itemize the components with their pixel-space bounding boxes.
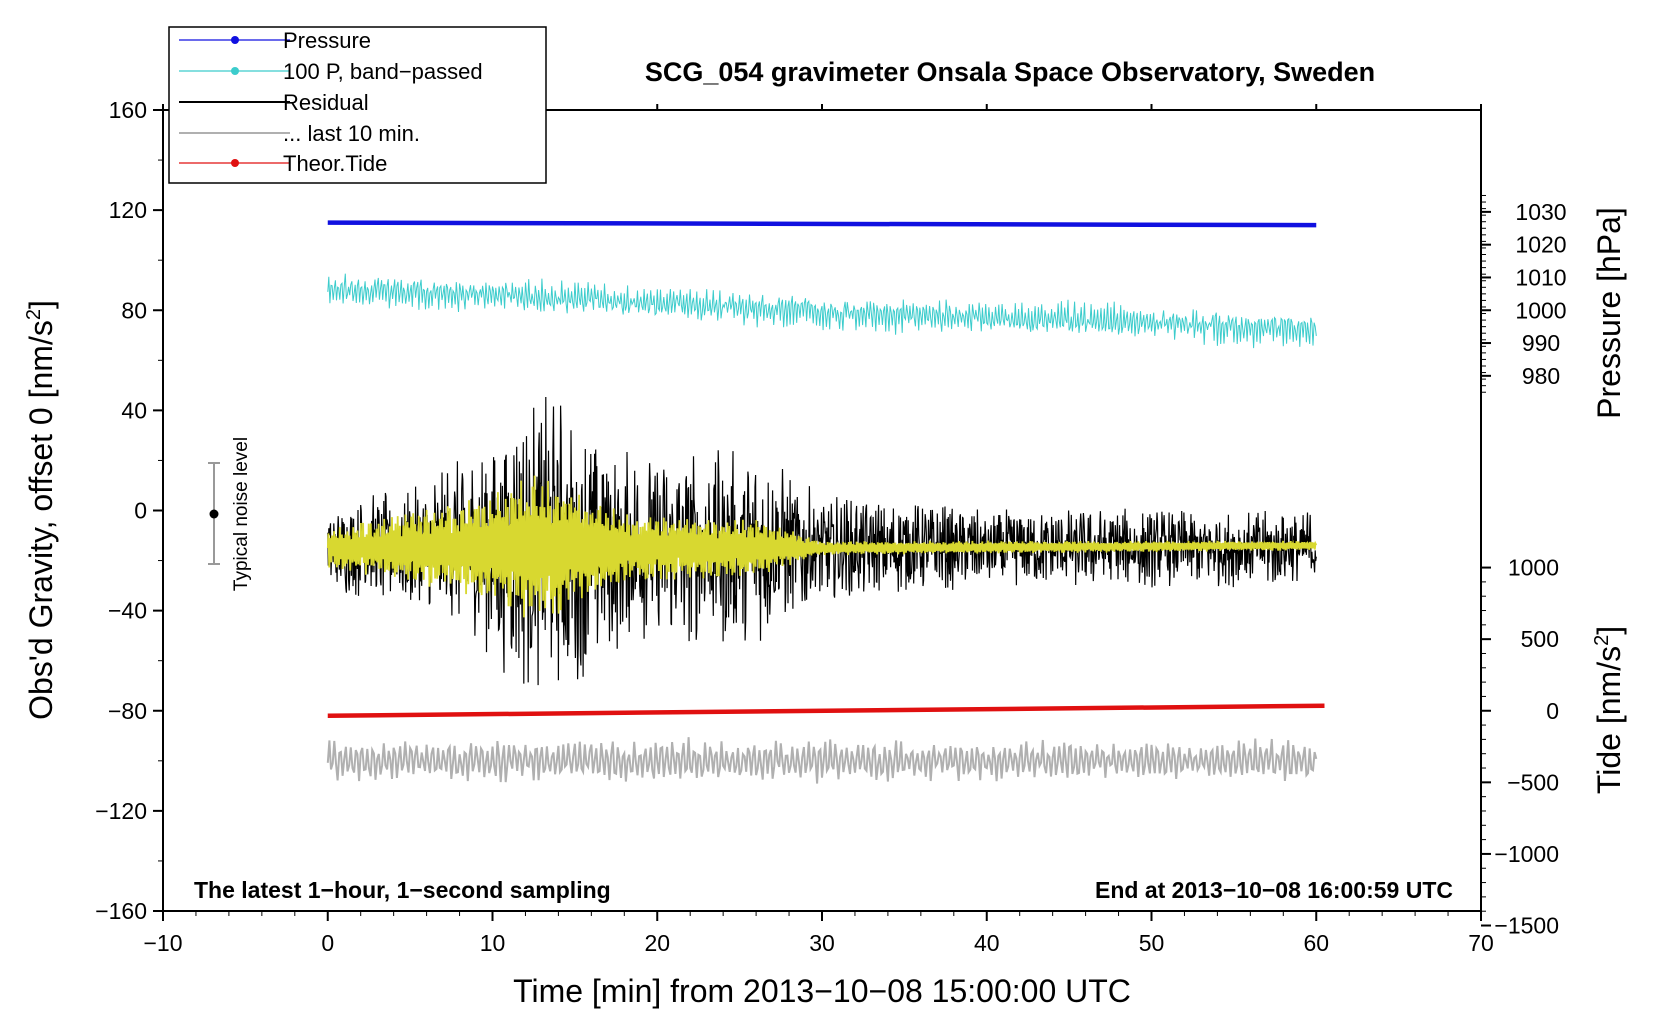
y-tick-label-left: −120 <box>95 798 147 824</box>
y-tick-label-left: 160 <box>109 97 147 123</box>
y-tick-label-left: 40 <box>121 397 147 423</box>
y-axis-title-tide: Tide [nm/s2] <box>1591 626 1627 794</box>
legend: Pressure 100 P, band−passed Residual ...… <box>168 26 547 184</box>
y-tick-label-left: −40 <box>108 598 147 624</box>
legend-label-bandpassed: 100 P, band−passed <box>283 59 483 84</box>
pressure-tick-label: 980 <box>1522 363 1560 389</box>
y-tick-label-left: −160 <box>95 898 147 924</box>
tide-tick-label: 500 <box>1521 626 1559 652</box>
series-theoretical-tide <box>327 703 1325 719</box>
tide-tick-label: 1000 <box>1508 555 1559 581</box>
legend-label-residual: Residual <box>283 90 369 115</box>
y-tick-label-left: 120 <box>109 197 147 223</box>
chart-title: SCG_054 gravimeter Onsala Space Observat… <box>645 57 1375 87</box>
x-tick-label: 40 <box>974 930 1000 956</box>
y-axis-title-pressure: Pressure [hPa] <box>1591 207 1627 419</box>
tide-tick-label: −500 <box>1507 769 1559 795</box>
tide-tick-label: 0 <box>1546 698 1559 724</box>
noise-label: Typical noise level <box>231 437 252 591</box>
series-last-10-min <box>326 737 1318 784</box>
noise-indicator: Typical noise level <box>208 437 252 591</box>
legend-marker-bandpassed <box>231 67 239 75</box>
x-tick-label: 10 <box>480 930 506 956</box>
y-axis-title-left: Obs'd Gravity, offset 0 [nm/s2] <box>23 300 59 720</box>
x-tick-label: 20 <box>644 930 670 956</box>
x-tick-label: 0 <box>321 930 334 956</box>
pressure-tick-label: 1000 <box>1515 297 1566 323</box>
ticks-layer: −10 0 10 20 30 40 50 60 7016012080400−40−80−120−… <box>95 97 1566 956</box>
x-tick-label: 60 <box>1303 930 1329 956</box>
series-band-passed-pressure <box>327 273 1317 349</box>
pressure-tick-label: 1020 <box>1515 232 1566 258</box>
x-tick-label: 70 <box>1468 930 1494 956</box>
pressure-tick-label: 990 <box>1522 330 1560 356</box>
legend-label-last10: ... last 10 min. <box>283 121 420 146</box>
series-layer <box>326 220 1325 784</box>
y-tick-label-left: 0 <box>134 498 147 524</box>
y-tick-label-left: 80 <box>121 297 147 323</box>
series-residual <box>327 396 1317 686</box>
legend-marker-pressure <box>231 36 239 44</box>
tide-tick-label: −1000 <box>1494 841 1559 867</box>
legend-marker-tide <box>231 159 239 167</box>
legend-label-pressure: Pressure <box>283 28 371 53</box>
note-end-time: End at 2013−10−08 16:00:59 UTC <box>1095 877 1453 903</box>
noise-bar-center <box>209 509 219 519</box>
legend-label-tide: Theor.Tide <box>283 151 387 176</box>
y-tick-label-left: −80 <box>108 698 147 724</box>
x-tick-label: 30 <box>809 930 835 956</box>
pressure-tick-label: 1010 <box>1515 264 1566 290</box>
legend-box <box>168 26 547 184</box>
tide-tick-label: −1500 <box>1494 913 1559 939</box>
x-tick-label: 50 <box>1139 930 1165 956</box>
pressure-tick-label: 1030 <box>1515 199 1566 225</box>
series-residual-smoothed <box>326 475 1318 618</box>
note-sampling: The latest 1−hour, 1−second sampling <box>194 877 611 903</box>
x-tick-label: −10 <box>143 930 182 956</box>
x-axis-title: Time [min] from 2013−10−08 15:00:00 UTC <box>513 973 1131 1009</box>
series-pressure <box>327 220 1317 228</box>
